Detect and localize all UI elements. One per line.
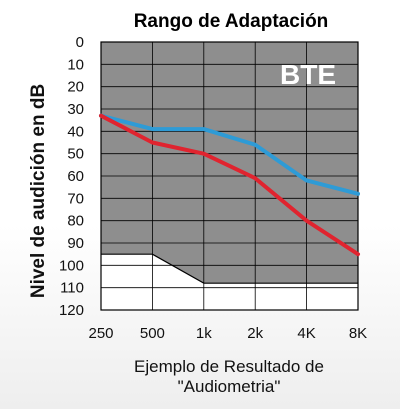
- y-tick-label: 90: [67, 235, 84, 252]
- plot-frame: [100, 41, 359, 311]
- y-tick-label: 30: [67, 101, 84, 118]
- series-line-1: [99, 113, 360, 196]
- x-tick-label: 1k: [196, 325, 212, 342]
- x-tick-label: 250: [88, 325, 113, 342]
- fitting-range-boundary: [101, 253, 358, 284]
- y-tick-label: 100: [59, 257, 84, 274]
- caption-line-2: "Audiometria": [178, 377, 281, 396]
- caption-line-1: Ejemplo de Resultado de: [134, 357, 324, 376]
- x-tick-label: 500: [140, 325, 165, 342]
- y-tick-label: 80: [67, 213, 84, 230]
- badge-label: BTE: [280, 59, 336, 90]
- y-axis-label: Nivel de audición en dB: [28, 84, 49, 298]
- y-tick-label: 110: [60, 280, 84, 297]
- y-tick-label: 0: [76, 34, 84, 51]
- series-line-2: [99, 113, 360, 257]
- x-tick-label: 2k: [247, 325, 263, 342]
- y-tick-label: 50: [67, 146, 84, 163]
- fitting-range-area: [101, 42, 358, 284]
- chart-title: Rango de Adaptación: [134, 11, 329, 32]
- y-tick-label: 40: [67, 123, 84, 140]
- y-tick-label: 120: [59, 302, 84, 319]
- y-tick-label: 10: [67, 56, 84, 73]
- x-tick-label: 8K: [349, 325, 367, 342]
- y-tick-label: 60: [67, 168, 84, 185]
- y-axis-ticks: 0 10 20 30 40 50 60 70 80 90 100 110 120: [59, 34, 84, 319]
- plot-area: [99, 41, 360, 311]
- x-tick-label: 4K: [297, 325, 315, 342]
- y-tick-label: 20: [67, 79, 84, 96]
- y-tick-label: 70: [67, 190, 84, 207]
- x-axis-ticks: 250 500 1k 2k 4K 8K: [88, 325, 367, 342]
